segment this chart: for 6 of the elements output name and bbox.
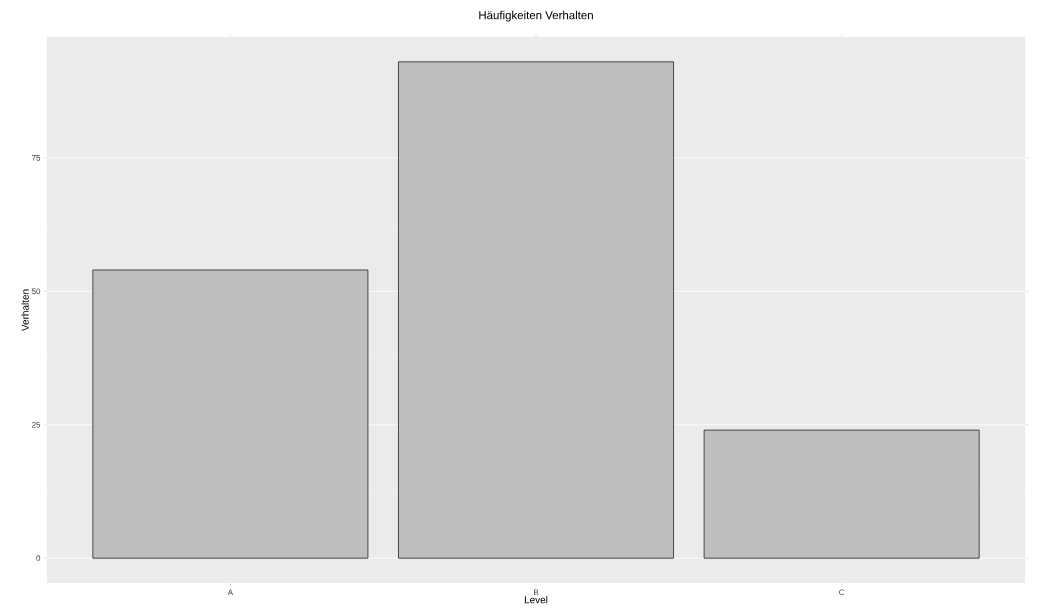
y-axis-title: Verhalten	[21, 289, 29, 331]
bar	[703, 429, 980, 559]
bar	[398, 61, 674, 559]
chart-title: Häufigkeiten Verhalten	[479, 10, 593, 22]
bar	[92, 269, 369, 559]
x-axis-title: Level	[524, 596, 548, 604]
